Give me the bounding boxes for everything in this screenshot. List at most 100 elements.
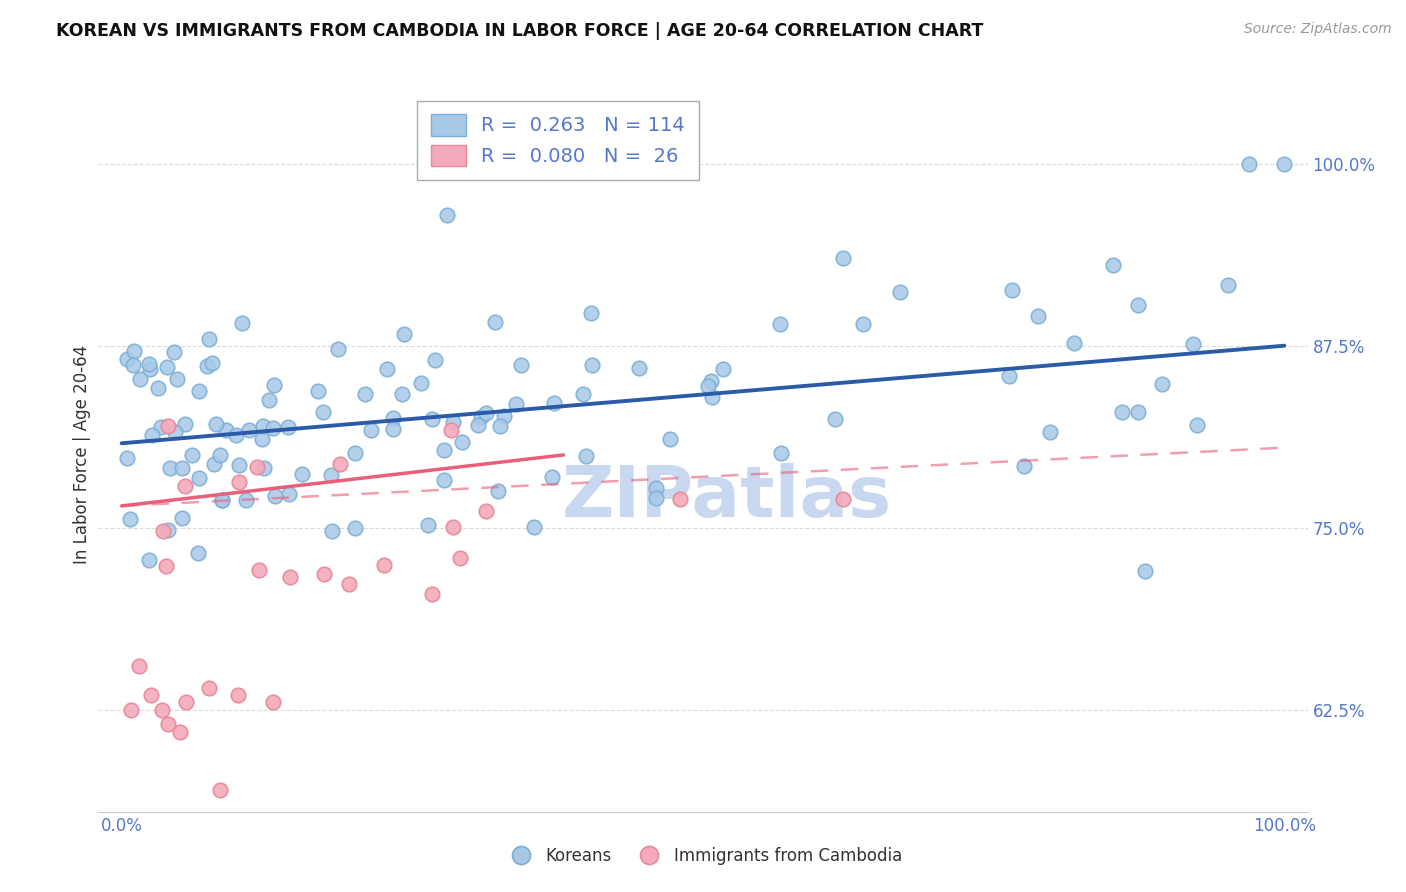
Point [262,421,284,435]
Point [247,564,270,578]
Point [700,390,723,404]
Point [668,491,690,506]
Point [418,518,440,533]
Point [253,460,276,475]
Point [225,427,247,442]
Point [169,724,191,739]
Point [1239,156,1261,170]
Point [423,352,446,367]
Point [257,393,280,408]
Point [209,783,232,797]
Point [314,566,336,581]
Point [117,450,139,465]
Point [319,467,342,482]
Point [852,317,875,331]
Point [659,432,682,446]
Point [510,359,533,373]
Point [120,703,142,717]
Point [391,387,413,401]
Point [181,448,204,462]
Point [321,524,343,539]
Point [228,458,250,473]
Point [505,397,527,411]
Point [159,461,181,475]
Point [291,467,314,481]
Point [489,419,512,434]
Point [1128,404,1150,418]
Point [277,420,299,434]
Point [1272,156,1295,170]
Point [770,446,793,460]
Point [697,378,720,392]
Point [252,418,274,433]
Point [831,252,853,266]
Point [1187,417,1209,432]
Point [170,510,193,524]
Point [436,208,458,222]
Point [238,423,260,437]
Point [228,475,250,489]
Point [645,491,668,505]
Point [467,417,489,432]
Point [492,409,515,423]
Point [409,376,432,391]
Point [235,493,257,508]
Text: ZIPatlas: ZIPatlas [562,463,893,533]
Point [475,406,498,420]
Point [128,659,150,673]
Point [188,384,211,398]
Point [377,362,399,376]
Point [174,479,197,493]
Point [382,422,405,436]
Point [329,457,352,471]
Point [250,432,273,446]
Point [711,362,734,376]
Point [141,427,163,442]
Point [575,449,598,463]
Text: Source: ZipAtlas.com: Source: ZipAtlas.com [1244,22,1392,37]
Point [211,492,233,507]
Point [1026,310,1049,324]
Point [231,317,253,331]
Point [824,412,846,426]
Point [150,703,173,717]
Point [543,396,565,410]
Point [211,492,233,507]
Point [156,523,179,537]
Point [450,551,472,566]
Point [441,519,464,533]
Point [156,359,179,374]
Point [202,457,225,471]
Point [215,423,238,437]
Point [1216,277,1239,292]
Point [121,359,143,373]
Point [138,361,160,376]
Point [166,372,188,386]
Point [163,345,186,359]
Point [645,481,668,495]
Point [1038,425,1060,440]
Point [201,356,224,370]
Point [174,696,197,710]
Point [628,360,651,375]
Point [312,405,335,419]
Point [149,419,172,434]
Point [440,423,463,437]
Point [198,681,221,695]
Point [208,448,231,462]
Point [246,459,269,474]
Point [1111,405,1133,419]
Point [769,317,792,331]
Point [117,352,139,367]
Point [226,688,249,702]
Point [262,696,284,710]
Point [139,688,162,702]
Point [118,512,141,526]
Point [163,425,186,439]
Point [1063,335,1085,350]
Point [700,374,723,388]
Point [373,558,395,572]
Point [484,315,506,329]
Point [441,416,464,430]
Point [831,491,853,506]
